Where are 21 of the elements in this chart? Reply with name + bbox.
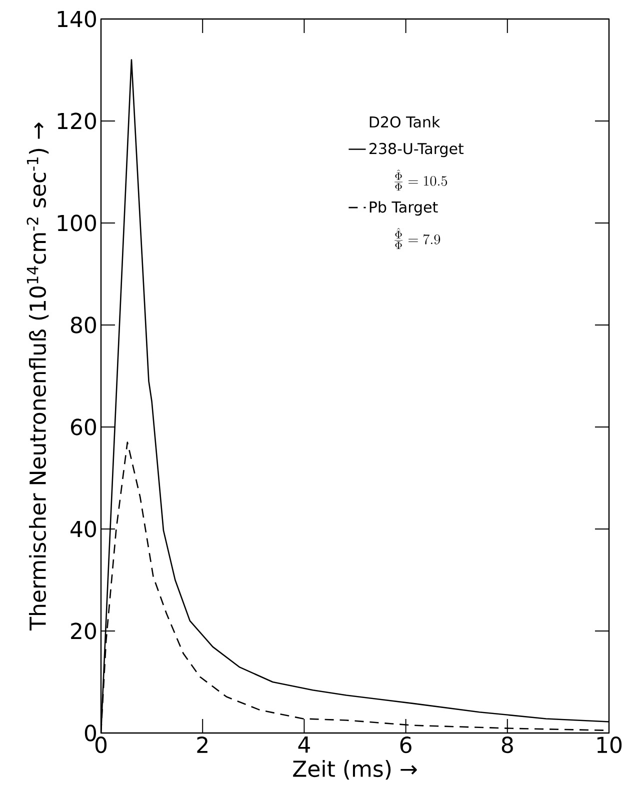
annotation: $\frac{\hat{\Phi}}{\Phi} = 7.9$	[394, 228, 440, 249]
y-tick-label: 20	[71, 622, 96, 640]
x-axis-title: Zeit (ms) →	[293, 760, 417, 780]
y-axis-title: Thermischer Neutronenfluß (10$^{14}$cm$^{-2}$ sec$^{-1}$) →	[26, 122, 49, 630]
y-tick-label: 140	[58, 10, 96, 28]
y-tick-label: 100	[58, 214, 96, 232]
y-tick-label: 80	[70, 316, 96, 334]
y-tick-label: 120	[58, 112, 96, 130]
x-tick-label: 6	[400, 736, 412, 754]
y-tick-label: 0	[84, 724, 96, 742]
y-tick-label: 40	[70, 520, 96, 538]
annotation: $\frac{\hat{\Phi}}{\Phi} = 10.5$	[394, 170, 448, 191]
x-tick-label: 0	[95, 736, 107, 754]
x-tick-label: 10	[597, 736, 622, 754]
x-tick-label: 8	[502, 736, 513, 754]
x-tick-label: 2	[197, 736, 208, 753]
legend-title: D2O Tank	[370, 116, 440, 128]
x-tick-label: 4	[298, 736, 310, 753]
legend-label: 238-U-Target	[370, 142, 464, 158]
legend-label: Pb Target	[370, 201, 438, 216]
y-tick-label: 60	[71, 418, 96, 436]
